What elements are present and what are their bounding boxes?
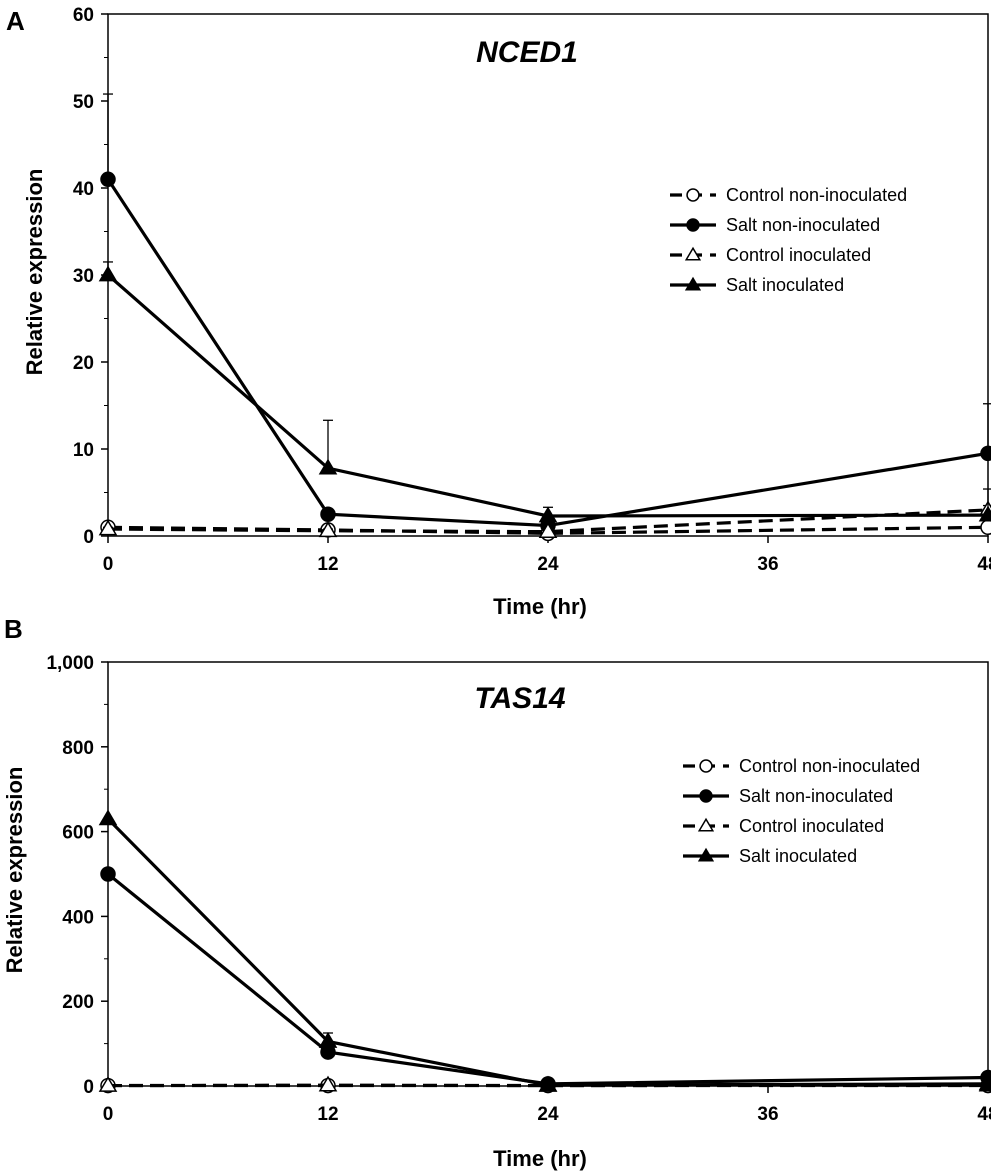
- y-tick-label: 60: [73, 5, 94, 26]
- y-tick-label: 0: [83, 527, 94, 548]
- x-axis-title: Time (hr): [493, 594, 587, 619]
- data-point: [320, 506, 336, 522]
- x-tick-label: 48: [977, 1104, 991, 1125]
- panel-label: B: [4, 614, 23, 644]
- chart-title: TAS14: [474, 682, 565, 715]
- data-point: [980, 519, 991, 536]
- legend-marker: [686, 218, 700, 232]
- legend-label: Salt inoculated: [726, 275, 844, 295]
- legend-label: Control non-inoculated: [726, 185, 907, 205]
- x-tick-label: 24: [537, 1104, 559, 1125]
- x-tick-label: 36: [757, 554, 778, 575]
- y-tick-label: 600: [62, 823, 94, 844]
- series-line: [106, 273, 989, 518]
- legend-label: Control inoculated: [739, 816, 884, 836]
- data-point: [978, 505, 991, 522]
- legend-marker: [697, 817, 715, 832]
- data-point: [980, 445, 991, 462]
- chart-nced1: A NCED1 0 10 20 30 40 50 60 0 12 24 36 48 Time (hr) Rel…: [6, 5, 991, 619]
- chart-tas14: B TAS14 0 200 400 600 800 1,000 0 12 24 36 48 Time (h…: [2, 614, 991, 1171]
- y-tick-label: 10: [73, 440, 94, 461]
- data-point: [100, 171, 116, 188]
- x-axis-title: Time (hr): [493, 1146, 587, 1171]
- data-point: [538, 506, 558, 523]
- x-tick-label: 0: [103, 554, 114, 575]
- data-point: [100, 866, 116, 882]
- series-salt-non-inoculated: [100, 866, 991, 1092]
- legend-label: Salt non-inoculated: [726, 215, 880, 235]
- y-tick-label: 800: [62, 738, 94, 759]
- legend-marker: [697, 847, 715, 862]
- data-point: [98, 1076, 118, 1092]
- x-tick-label: 12: [317, 554, 338, 575]
- series-line: [106, 872, 989, 1086]
- legend-label: Control inoculated: [726, 245, 871, 265]
- data-point: [318, 1075, 338, 1092]
- y-tick-label: 50: [73, 92, 94, 113]
- data-point: [318, 1032, 338, 1048]
- y-tick-label: 20: [73, 353, 94, 374]
- data-point: [538, 1075, 558, 1092]
- plot-frame: [107, 661, 989, 1087]
- series-salt-inoculated: [98, 809, 991, 1092]
- y-tick-label: 30: [73, 266, 94, 287]
- y-tick-label: 1,000: [46, 653, 94, 674]
- series-line: [107, 508, 989, 534]
- data-point: [98, 809, 118, 826]
- y-axis-title: Relative expression: [2, 767, 27, 974]
- data-point: [318, 521, 338, 538]
- y-tick-label: 200: [62, 992, 94, 1013]
- data-point: [978, 1074, 991, 1091]
- y-tick-label: 0: [83, 1077, 94, 1098]
- x-tick-label: 0: [103, 1104, 114, 1125]
- legend-label: Control non-inoculated: [739, 756, 920, 776]
- data-point: [98, 265, 118, 282]
- data-point: [538, 522, 558, 538]
- chart-title: NCED1: [476, 36, 578, 69]
- x-tick-label: 48: [977, 554, 991, 575]
- y-axis-title: Relative expression: [22, 169, 47, 376]
- legend-marker: [686, 188, 700, 202]
- y-tick-label: 400: [62, 907, 94, 928]
- legend: Control non-inoculated Salt non-inoculate…: [670, 185, 907, 295]
- x-tick-label: 24: [537, 554, 559, 575]
- series-control-inoculated: [98, 500, 991, 538]
- legend-marker: [699, 789, 713, 803]
- panel-label: A: [6, 6, 25, 36]
- series-salt-inoculated: [98, 261, 991, 523]
- legend-marker: [684, 246, 702, 261]
- series-salt-non-inoculated: [100, 93, 991, 534]
- x-tick-label: 12: [317, 1104, 338, 1125]
- legend-marker: [699, 759, 713, 773]
- data-point: [318, 458, 338, 475]
- legend: Control non-inoculated Salt non-inoculate…: [683, 756, 920, 866]
- plot-frame: [107, 13, 989, 537]
- data-point: [98, 519, 118, 536]
- series-line: [106, 817, 989, 1087]
- legend-label: Salt inoculated: [739, 846, 857, 866]
- legend-marker: [684, 276, 702, 291]
- series-line: [106, 178, 989, 528]
- legend-label: Salt non-inoculated: [739, 786, 893, 806]
- y-tick-label: 40: [73, 179, 94, 200]
- x-tick-label: 36: [757, 1104, 778, 1125]
